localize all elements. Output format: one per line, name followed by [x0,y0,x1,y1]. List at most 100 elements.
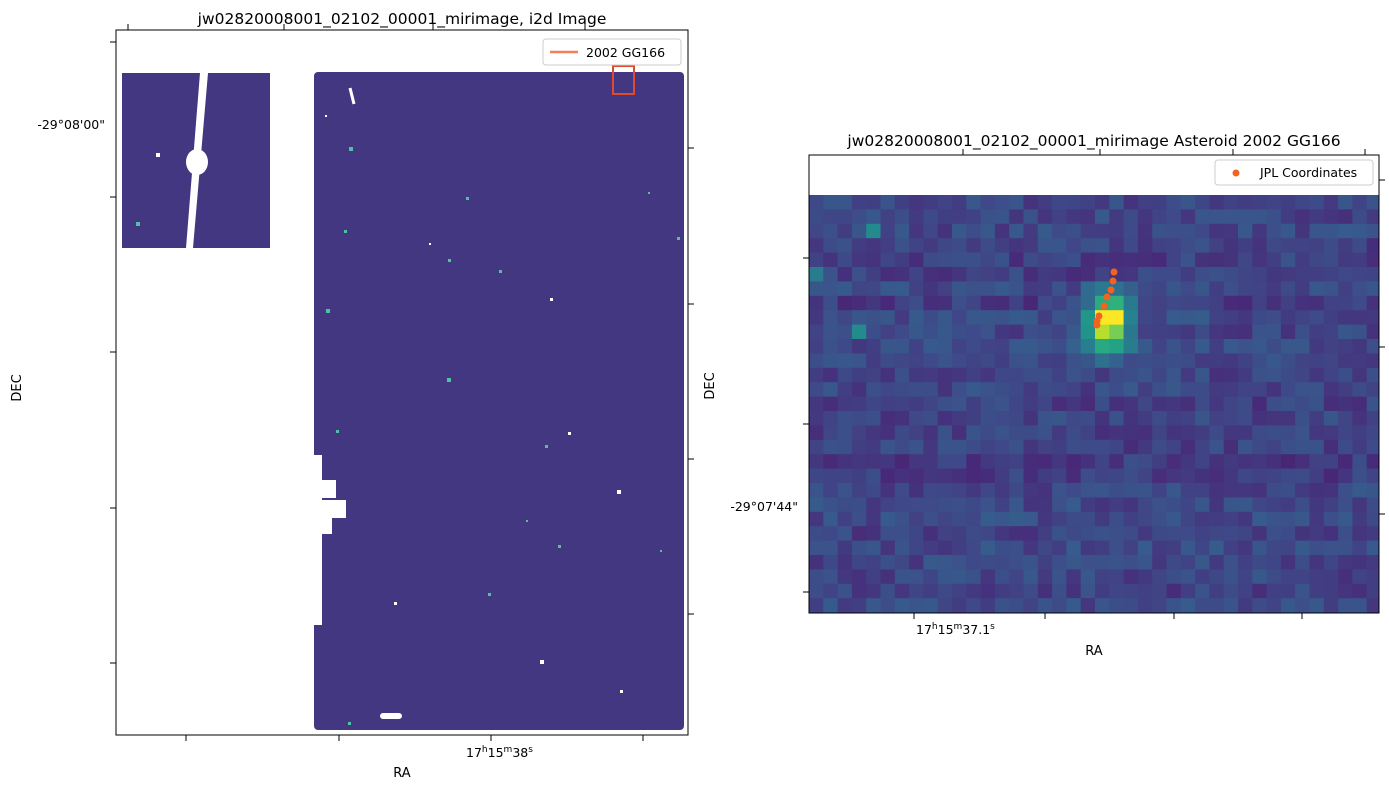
heatmap-cell [1195,526,1210,542]
heatmap-cell [866,396,882,412]
heatmap-cell [1209,382,1225,398]
heatmap-cell [909,281,924,297]
heatmap-cell [952,267,967,282]
heatmap-cell [866,555,882,570]
heatmap-cell [1352,195,1368,210]
heatmap-cell [1252,439,1268,455]
heatmap-cell [1280,195,1296,210]
heatmap-cell [851,267,867,282]
heatmap-cell [1238,425,1253,441]
heatmap-cell [1009,396,1025,412]
heatmap-cell [980,310,996,326]
heatmap-cell [1166,598,1182,613]
heatmap-cell [1295,555,1311,570]
heatmap-cell [1066,396,1082,412]
heatmap-cell [1037,281,1053,297]
heatmap-cell [1109,209,1125,225]
heatmap-cell [1095,411,1110,426]
heatmap-cell [909,367,924,383]
heatmap-cell [909,540,924,556]
heatmap-cell [1352,267,1368,282]
heatmap-cell [1209,540,1225,556]
heatmap-cell [1223,367,1239,383]
heatmap-cell [823,195,839,210]
heatmap-cell [909,382,924,398]
heatmap-cell [894,540,910,556]
heatmap-cell [994,425,1010,441]
heatmap-cell [1323,339,1339,354]
heatmap-cell [880,339,896,354]
heatmap-cell [1266,468,1282,484]
heatmap-cell [1309,483,1325,498]
heatmap-cell [1352,483,1368,498]
heatmap-cell [1152,281,1168,297]
heatmap-cell [880,425,896,441]
heatmap-cell [1095,238,1110,254]
heatmap-cell [994,497,1010,513]
left-mask-notch-4 [314,518,332,534]
heatmap-cell [1137,353,1153,369]
heatmap-cell [1338,209,1353,225]
heatmap-cell [823,555,839,570]
heatmap-cell [952,598,967,613]
heatmap-cell [994,209,1010,225]
heatmap-cell [894,367,910,383]
heatmap-cell [894,281,910,297]
heatmap-cell [923,468,939,484]
heatmap-cell [923,526,939,542]
heatmap-cell [880,238,896,254]
heatmap-cell [1195,353,1210,369]
heatmap-cell [1137,454,1153,470]
heatmap-cell [1123,209,1139,225]
heatmap-cell [1223,425,1239,441]
heatmap-cell [1266,583,1282,599]
heatmap-cell [851,583,867,599]
heatmap-cell [1366,223,1379,239]
heatmap-cell [880,454,896,470]
heatmap-cell [1252,310,1268,326]
heatmap-cell [909,425,924,441]
heatmap-cell [980,295,996,311]
heatmap-cell [1252,252,1268,268]
heatmap-cell [994,238,1010,254]
heatmap-cell [1180,281,1196,297]
heatmap-cell [1166,526,1182,542]
heatmap-cell [837,425,853,441]
heatmap-cell [1180,411,1196,426]
heatmap-cell [1352,454,1368,470]
heatmap-cell [1266,223,1282,239]
heatmap-cell [1109,223,1125,239]
heatmap-cell [1166,324,1182,340]
heatmap-cell [980,252,996,268]
heatmap-cell [1280,324,1296,340]
heatmap-cell [1009,526,1025,542]
heatmap-cell [851,382,867,398]
heatmap-cell [923,396,939,412]
heatmap-cell [1280,439,1296,455]
heatmap-cell [851,497,867,513]
heatmap-cell [1080,339,1096,354]
heatmap-cell [1280,353,1296,369]
heatmap-cell [1066,468,1082,484]
heatmap-cell [1095,454,1110,470]
heatmap-cell [809,324,824,340]
heatmap-cell [1338,382,1353,398]
heatmap-cell [1209,497,1225,513]
heatmap-cell [809,310,824,326]
heatmap-cell [880,367,896,383]
heatmap-cell [880,511,896,527]
heatmap-cell [937,526,953,542]
heatmap-cell [1109,454,1125,470]
heatmap-cell [980,583,996,599]
heatmap-cell [1180,324,1196,340]
heatmap-cell [1109,367,1125,383]
heatmap-cell [1009,252,1025,268]
heatmap-cell [809,195,824,210]
heatmap-cell [1080,367,1096,383]
heatmap-cell [866,195,882,210]
heatmap-cell [1066,310,1082,326]
heatmap-cell [880,267,896,282]
heatmap-cell [966,310,982,326]
heatmap-cell [1080,483,1096,498]
heatmap-cell [851,411,867,426]
